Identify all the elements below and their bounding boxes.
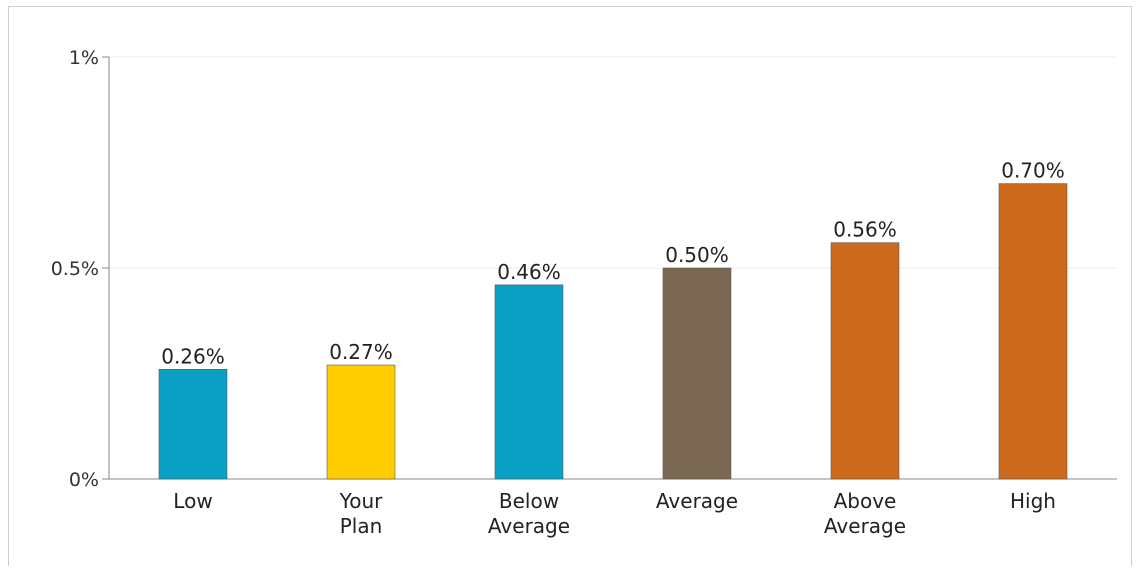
- data-label: 0.70%: [1001, 159, 1065, 183]
- x-tick-label-line: Plan: [340, 514, 383, 538]
- x-tick-label-line: Average: [824, 514, 906, 538]
- data-label: 0.50%: [665, 243, 729, 267]
- axes: [102, 56, 1117, 480]
- y-tick-label: 1%: [69, 47, 99, 69]
- x-tick-label: Average: [656, 489, 738, 513]
- x-tick-label-line: Average: [488, 514, 570, 538]
- x-tick-label-line: Below: [499, 489, 559, 513]
- bar: [326, 364, 396, 480]
- x-tick-label: Above Average: [824, 489, 906, 538]
- x-tick-label: Low: [173, 489, 212, 513]
- bar: [662, 267, 732, 480]
- x-tick-label-line: Average: [656, 489, 738, 513]
- x-tick-label-line: High: [1010, 489, 1056, 513]
- bar: [830, 242, 900, 480]
- data-label: 0.27%: [329, 340, 393, 364]
- y-tick-label: 0.5%: [51, 258, 99, 280]
- x-tick-label-line: Above: [834, 489, 897, 513]
- x-tick-label: Below Average: [488, 489, 570, 538]
- bar: [494, 284, 564, 480]
- data-label: 0.56%: [833, 218, 897, 242]
- data-label: 0.46%: [497, 260, 561, 284]
- y-tick-label: 0%: [69, 469, 99, 491]
- gridlines: [109, 56, 1117, 269]
- bar: [158, 368, 228, 480]
- x-tick-label: Your Plan: [339, 489, 383, 538]
- bar: [998, 183, 1068, 480]
- data-label: 0.26%: [161, 344, 225, 368]
- x-tick-label-line: Low: [173, 489, 212, 513]
- bars: [158, 183, 1068, 480]
- data-labels: 0.26% 0.27% 0.46% 0.50% 0.56% 0.70%: [161, 159, 1065, 369]
- x-tick-label: High: [1010, 489, 1056, 513]
- x-tick-label-line: Your: [339, 489, 383, 513]
